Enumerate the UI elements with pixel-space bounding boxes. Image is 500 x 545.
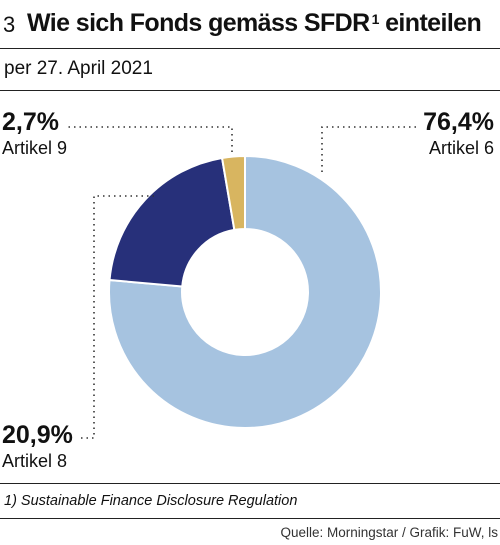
footnote-marker: 1	[371, 11, 380, 27]
footnote: 1) Sustainable Finance Disclosure Regula…	[4, 493, 298, 509]
figure-number: 3	[3, 12, 16, 37]
leader-line-artikel-6	[321, 126, 419, 172]
slice-category-label: Artikel 8	[2, 451, 67, 471]
donut-chart: 76,4% Artikel 6 2,7% Artikel 9 20,9% Art…	[2, 108, 494, 471]
donut-slices	[108, 154, 382, 429]
title-divider	[0, 48, 500, 49]
leader-line-artikel-9	[66, 126, 233, 152]
donut-slice-artikel-6	[108, 154, 382, 429]
slice-labels: 76,4% Artikel 6 2,7% Artikel 9 20,9% Art…	[2, 108, 494, 471]
slice-category-label: Artikel 9	[2, 138, 67, 158]
footnote-divider	[0, 483, 500, 484]
chart-header: 3 Wie sich Fonds gemäss SFDR 1 einteilen	[0, 0, 500, 48]
donut-slice-artikel-8	[108, 156, 236, 288]
chart-title-text: Wie sich Fonds gemäss SFDR	[27, 9, 370, 37]
slice-value-label: 76,4%	[423, 108, 494, 136]
chart-title: Wie sich Fonds gemäss SFDR 1 einteilen	[27, 9, 482, 38]
chart-title-tail: einteilen	[378, 9, 482, 37]
source-credit: Quelle: Morningstar / Grafik: FuW, ls	[280, 525, 498, 540]
donut-slice-artikel-9	[220, 154, 246, 232]
leader-lines	[66, 126, 419, 439]
source-divider	[0, 518, 500, 519]
slice-value-label: 2,7%	[2, 108, 59, 136]
slice-category-label: Artikel 6	[429, 138, 494, 158]
subtitle-divider	[0, 90, 500, 91]
slice-value-label: 20,9%	[2, 421, 73, 449]
chart-subtitle: per 27. April 2021	[4, 58, 153, 79]
